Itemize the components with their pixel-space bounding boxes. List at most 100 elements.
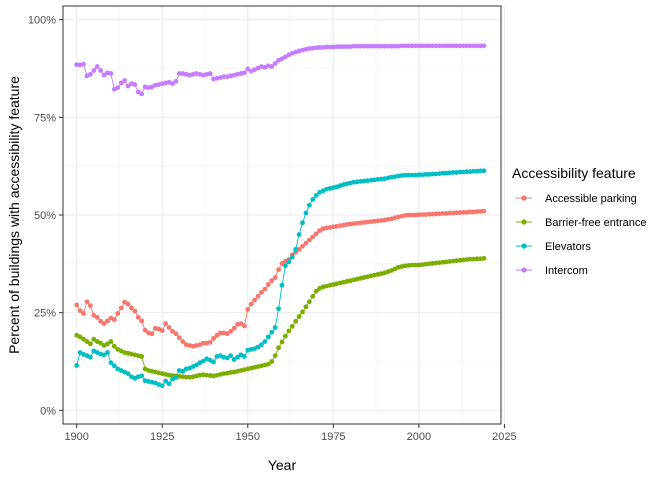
- data-point: [125, 83, 131, 89]
- data-point: [129, 305, 134, 311]
- data-point: [98, 318, 104, 324]
- data-point: [313, 288, 319, 294]
- data-point: [241, 70, 247, 76]
- data-point: [132, 308, 138, 314]
- data-point: [241, 354, 247, 359]
- data-point: [105, 350, 110, 355]
- data-point: [293, 246, 299, 252]
- data-point: [238, 321, 244, 326]
- y-tick-label: 50%: [34, 210, 56, 222]
- data-point: [433, 211, 439, 217]
- data-point: [310, 293, 316, 299]
- x-tick-label: 2000: [407, 431, 431, 443]
- data-point: [303, 240, 309, 246]
- data-point: [310, 196, 316, 202]
- data-point: [166, 325, 172, 330]
- data-point: [306, 202, 312, 208]
- data-point: [255, 344, 261, 350]
- data-point: [259, 289, 264, 295]
- x-tick-label: 1925: [150, 431, 174, 443]
- data-point: [481, 43, 487, 49]
- data-point: [440, 43, 446, 49]
- data-point: [176, 71, 182, 76]
- data-point: [317, 45, 323, 50]
- data-point: [77, 308, 83, 314]
- data-point: [176, 335, 182, 341]
- data-point: [344, 44, 350, 50]
- data-point: [341, 44, 346, 50]
- data-point: [419, 212, 425, 218]
- data-point: [276, 345, 281, 351]
- data-point: [474, 256, 480, 262]
- data-point: [454, 43, 459, 49]
- data-point: [283, 263, 288, 269]
- data-point: [211, 336, 216, 341]
- data-point: [241, 323, 247, 329]
- data-point: [84, 299, 90, 305]
- legend-item-intercom: Intercom: [516, 265, 588, 277]
- data-point: [101, 321, 107, 326]
- data-point: [180, 368, 186, 374]
- data-point: [481, 208, 487, 214]
- data-point: [471, 168, 477, 174]
- data-point: [409, 212, 415, 218]
- legend-key-point: [521, 195, 527, 201]
- data-point: [450, 170, 456, 175]
- data-point: [224, 331, 230, 337]
- data-point: [413, 43, 418, 49]
- data-point: [108, 71, 114, 76]
- data-point: [163, 378, 169, 384]
- data-point: [351, 43, 357, 49]
- data-point: [474, 209, 480, 214]
- x-tick-label: 1900: [64, 431, 88, 443]
- data-point: [200, 358, 206, 364]
- x-tick-label: 2025: [492, 431, 516, 443]
- data-point: [224, 355, 230, 361]
- data-point: [389, 43, 394, 49]
- data-point: [313, 231, 319, 237]
- data-point: [255, 293, 261, 299]
- data-point: [433, 43, 439, 49]
- data-point: [248, 301, 254, 307]
- data-point: [94, 314, 100, 320]
- data-point: [471, 43, 477, 49]
- data-point: [125, 301, 131, 307]
- data-point: [108, 339, 114, 344]
- data-point: [235, 354, 240, 360]
- data-point: [437, 43, 442, 49]
- data-point: [139, 318, 145, 324]
- x-axis-ticks: 1900 1925 1950 1975 2000 2025: [64, 424, 517, 443]
- data-point: [416, 172, 422, 178]
- data-point: [259, 342, 264, 348]
- data-point: [409, 172, 415, 178]
- grid-major-lines: [63, 6, 505, 424]
- data-point: [276, 306, 281, 312]
- data-point: [478, 168, 483, 174]
- data-point: [139, 354, 145, 359]
- data-point: [300, 243, 305, 249]
- data-point: [173, 331, 179, 337]
- legend-label: Barrier-free entrance: [545, 217, 647, 229]
- data-point: [111, 317, 117, 323]
- data-point: [416, 212, 422, 218]
- data-point: [361, 43, 367, 49]
- data-point: [265, 334, 271, 340]
- data-point: [91, 336, 97, 342]
- data-point: [423, 43, 429, 49]
- legend-item-accessible-parking: Accessible parking: [516, 193, 637, 205]
- series-accessible-parking: [74, 208, 487, 349]
- legend-label: Elevators: [545, 241, 591, 253]
- data-point: [218, 330, 223, 336]
- data-point: [481, 168, 487, 174]
- data-point: [371, 43, 377, 49]
- data-point: [467, 209, 473, 215]
- data-point: [306, 237, 312, 243]
- data-point: [228, 329, 234, 334]
- y-tick-label: 25%: [34, 308, 56, 320]
- legend-key-point: [521, 267, 527, 273]
- data-point: [399, 43, 405, 49]
- data-point: [272, 353, 278, 359]
- legend-key-point: [521, 243, 527, 249]
- data-point: [111, 343, 117, 349]
